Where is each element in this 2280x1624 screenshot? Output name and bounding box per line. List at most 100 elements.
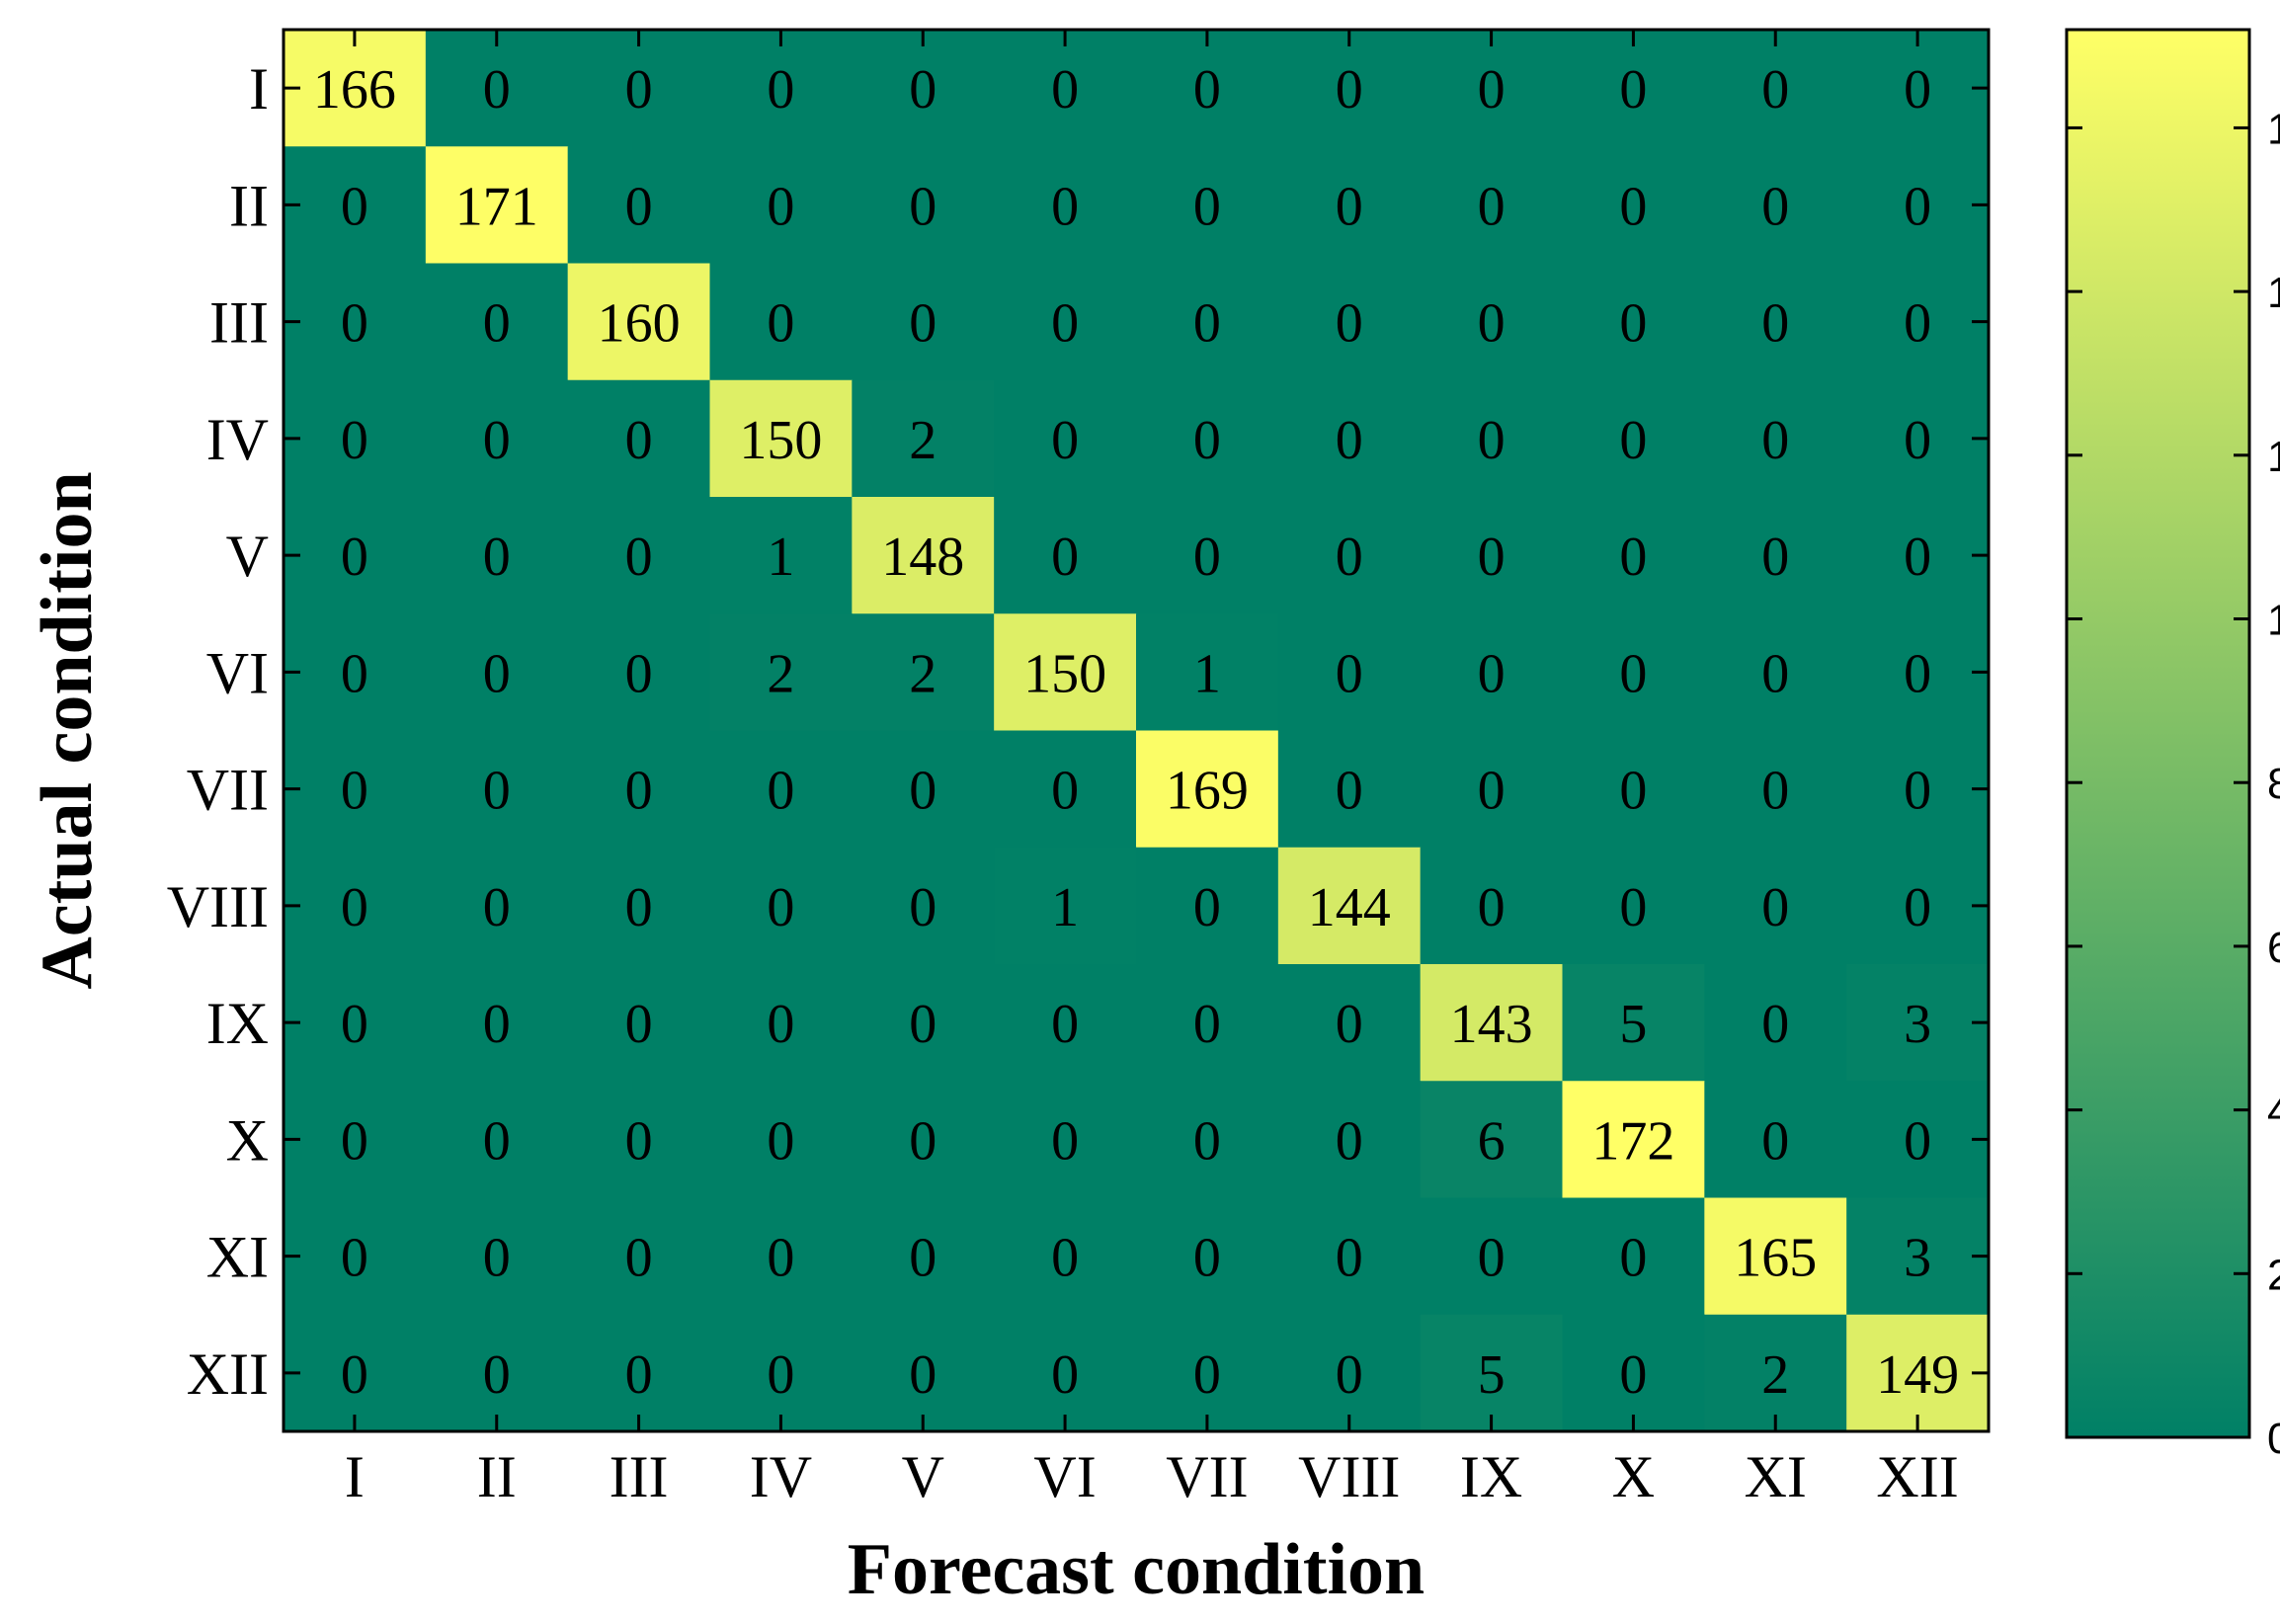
y-tick-label: V [226, 524, 269, 589]
cell-value-label: 0 [767, 761, 794, 822]
heatmap-cell [1136, 613, 1279, 732]
heatmap-cell [852, 497, 995, 614]
heatmap-cell [1420, 1081, 1564, 1199]
cell-value-label: 0 [1193, 1228, 1221, 1289]
y-tick-label: III [209, 290, 269, 356]
heatmap-cell-labels: 166 0 0 0 0 0 0 0 0 0 0 00 171 0 0 0 0 0 0 0 0 0 00 0 160 0 0 0 0 0 0 0… [313, 59, 1959, 1406]
heatmap-cell [1277, 730, 1422, 849]
cell-value-label: 0 [1478, 293, 1506, 355]
heatmap-cell [567, 1314, 711, 1432]
cell-value-label: 0 [1478, 1228, 1506, 1289]
heatmap-cell [709, 497, 853, 614]
cell-value-label: 172 [1591, 1110, 1674, 1172]
cell-value-label: 0 [625, 643, 653, 704]
cell-value-label: 0 [341, 410, 368, 471]
cell-value-label: 0 [341, 1110, 368, 1172]
heatmap-cell [284, 30, 427, 147]
cell-value-label: 0 [1051, 410, 1079, 471]
cell-value-label: 166 [313, 59, 396, 121]
cell-value-label: 0 [1478, 643, 1506, 704]
cell-value-label: 0 [625, 1344, 653, 1406]
heatmap-cell [1704, 1314, 1847, 1432]
colorbar-tick-label: 60 [2267, 924, 2280, 972]
y-tick-label: VI [206, 640, 269, 705]
cell-value-label: 0 [341, 527, 368, 588]
cell-value-label: 0 [1619, 643, 1647, 704]
x-tick-label: XII [1876, 1444, 1958, 1509]
cell-value-label: 148 [881, 527, 964, 588]
cell-value-label: 0 [909, 994, 936, 1055]
cell-value-label: 149 [1876, 1344, 1959, 1406]
cell-value-label: 0 [1193, 59, 1221, 121]
heatmap-cell [1846, 613, 1990, 732]
cell-value-label: 0 [1051, 1110, 1079, 1172]
cell-value-label: 0 [1478, 176, 1506, 237]
cell-value-label: 0 [1193, 994, 1221, 1055]
heatmap-cell [1562, 1314, 1705, 1432]
cell-value-label: 0 [1619, 877, 1647, 938]
cell-value-label: 0 [1336, 994, 1363, 1055]
heatmap-cell [1420, 964, 1564, 1082]
heatmap-cell [1277, 30, 1422, 147]
y-axis-title: Actual condition [27, 471, 108, 989]
heatmap-cell [1136, 964, 1279, 1082]
heatmap-cell [1704, 263, 1847, 381]
cell-value-label: 0 [1336, 176, 1363, 237]
axis-ticks [284, 30, 1989, 1431]
cell-value-label: 0 [909, 1344, 936, 1406]
cell-value-label: 0 [1904, 176, 1931, 237]
cell-value-label: 0 [483, 877, 511, 938]
heatmap-cell [994, 964, 1137, 1082]
heatmap-cell [425, 263, 569, 381]
cell-value-label: 0 [909, 1110, 936, 1172]
cell-value-label: 0 [767, 877, 794, 938]
cell-value-label: 0 [767, 1228, 794, 1289]
heatmap-cell [709, 1197, 853, 1316]
heatmap-cell [284, 1314, 427, 1432]
cell-value-label: 0 [1193, 410, 1221, 471]
colorbar-tick-label: 120 [2267, 433, 2280, 481]
heatmap-cell [994, 146, 1137, 265]
heatmap-cell [425, 847, 569, 965]
cell-value-label: 0 [1761, 761, 1789, 822]
heatmap-cell [284, 730, 427, 849]
heatmap-cell [425, 379, 569, 498]
cell-value-label: 0 [1478, 761, 1506, 822]
heatmap-cell [994, 30, 1137, 147]
cell-value-label: 0 [625, 994, 653, 1055]
cell-value-label: 0 [1619, 410, 1647, 471]
cell-value-label: 0 [1478, 527, 1506, 588]
cell-value-label: 0 [1619, 761, 1647, 822]
heatmap-cell [709, 263, 853, 381]
cell-value-label: 0 [767, 1344, 794, 1406]
x-tick-label: III [610, 1444, 669, 1509]
heatmap-cell [1704, 30, 1847, 147]
cell-value-label: 0 [625, 176, 653, 237]
heatmap-cell [852, 263, 995, 381]
cell-value-label: 0 [909, 293, 936, 355]
heatmap-cell [425, 1314, 569, 1432]
colorbar-tick-label: 20 [2267, 1251, 2280, 1299]
x-tick-label: XI [1745, 1444, 1807, 1509]
cell-value-label: 0 [341, 293, 368, 355]
cell-value-label: 0 [767, 1110, 794, 1172]
heatmap-cell [1136, 30, 1279, 147]
cell-value-label: 0 [767, 994, 794, 1055]
heatmap-cell [1562, 613, 1705, 732]
heatmap-cell [1136, 379, 1279, 498]
cell-value-label: 0 [1761, 59, 1789, 121]
heatmap-cell [567, 263, 711, 381]
heatmap-cell [284, 146, 427, 265]
cell-value-label: 0 [1336, 293, 1363, 355]
cell-value-label: 0 [1336, 410, 1363, 471]
cell-value-label: 0 [483, 643, 511, 704]
heatmap-cell [1420, 263, 1564, 381]
cell-value-label: 0 [1761, 1110, 1789, 1172]
heatmap-cell [425, 1197, 569, 1316]
cell-value-label: 2 [767, 643, 794, 704]
heatmap-cell [567, 1197, 711, 1316]
heatmap-cell [284, 847, 427, 965]
cell-value-label: 0 [341, 994, 368, 1055]
heatmap-cell [852, 847, 995, 965]
heatmap-cell [1136, 146, 1279, 265]
